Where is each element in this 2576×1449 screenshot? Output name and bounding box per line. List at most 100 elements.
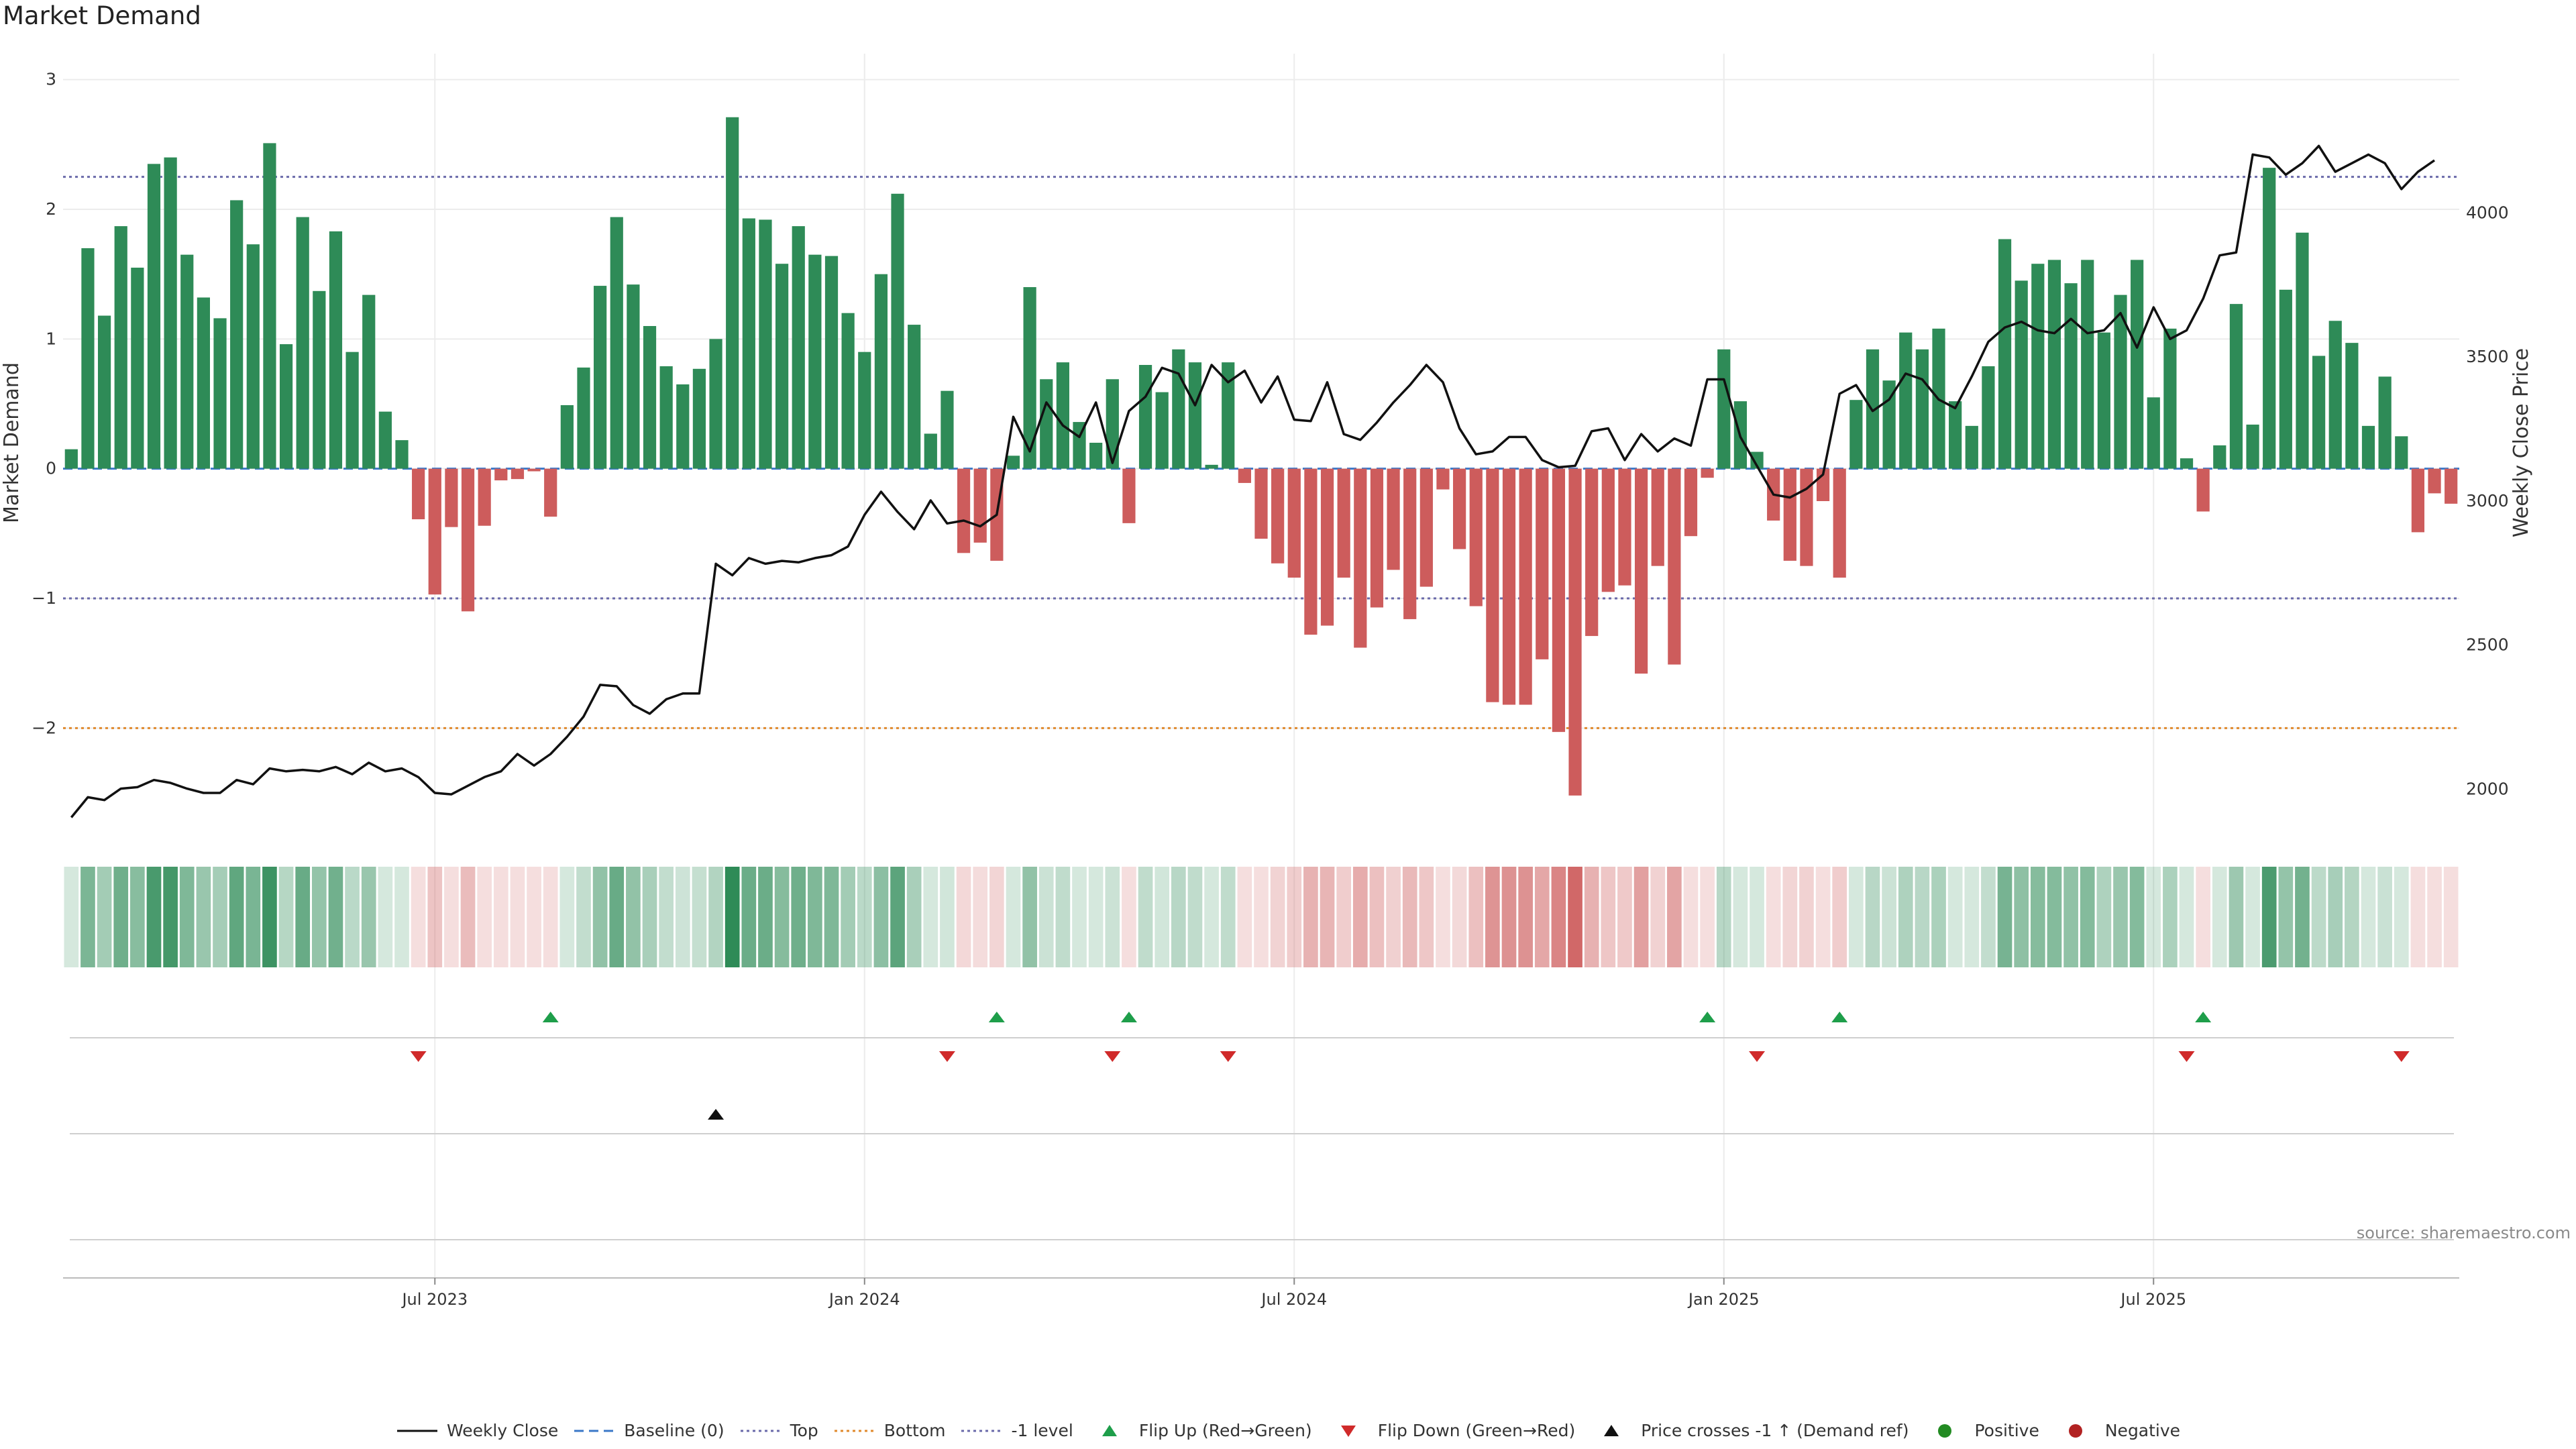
legend-item-positive: Positive xyxy=(1923,1421,2039,1440)
heat-cell xyxy=(1584,867,1599,967)
flip-up-marker xyxy=(1120,1012,1137,1022)
demand-bar xyxy=(1800,468,1813,566)
demand-bar xyxy=(1552,468,1566,733)
y-tick-label: −2 xyxy=(32,718,56,737)
demand-bar xyxy=(1469,468,1483,606)
demand-bar xyxy=(1750,451,1764,469)
demand-bar xyxy=(97,315,111,469)
y-tick-label: 3 xyxy=(46,70,56,89)
demand-bar xyxy=(2345,343,2359,469)
heat-cell xyxy=(2410,867,2426,967)
demand-bar xyxy=(81,248,95,469)
demand-bar xyxy=(2361,425,2375,469)
heat-cell xyxy=(1303,867,1318,967)
heat-cell xyxy=(1865,867,1880,967)
demand-bar xyxy=(2428,468,2441,494)
demand-bar xyxy=(2081,260,2094,469)
heat-cell xyxy=(1997,867,2012,967)
legend-item-weekly-close: Weekly Close xyxy=(396,1421,558,1440)
heat-cell xyxy=(576,867,591,967)
legend-item-negative: Negative xyxy=(2054,1421,2180,1440)
demand-bar xyxy=(1138,365,1152,469)
heat-cell xyxy=(2245,867,2260,967)
demand-bar xyxy=(692,368,706,469)
heat-cell xyxy=(1683,867,1699,967)
demand-bar xyxy=(941,390,954,469)
heat-cell xyxy=(1402,867,1417,967)
demand-bar xyxy=(1172,349,1185,469)
heat-cell xyxy=(444,867,459,967)
heat-cell xyxy=(2212,867,2227,967)
chart-title: Market Demand xyxy=(3,1,201,30)
heat-cell xyxy=(2146,867,2161,967)
demand-bar xyxy=(891,193,904,469)
demand-bar xyxy=(659,366,673,469)
heat-cell xyxy=(2113,867,2128,967)
heat-cell xyxy=(1237,867,1252,967)
legend-label: Baseline (0) xyxy=(624,1421,724,1440)
demand-bar xyxy=(2131,260,2144,469)
heat-cell xyxy=(609,867,625,967)
demand-bar xyxy=(1006,455,1020,469)
legend-item-baseline: Baseline (0) xyxy=(573,1421,724,1440)
demand-bar xyxy=(164,157,177,469)
dashed-line-icon xyxy=(574,1430,615,1432)
demand-bar xyxy=(2378,376,2392,469)
heat-cell xyxy=(1155,867,1170,967)
circle-icon xyxy=(1938,1424,1952,1438)
demand-bar xyxy=(957,468,971,553)
heat-cell xyxy=(741,867,757,967)
demand-bar xyxy=(131,268,144,469)
demand-bar xyxy=(643,326,657,469)
flip-up-marker xyxy=(988,1012,1005,1022)
demand-bar xyxy=(2246,424,2259,469)
demand-bar xyxy=(378,411,392,469)
demand-bar xyxy=(1519,468,1532,705)
triangle-up-icon xyxy=(1102,1424,1117,1436)
demand-bar xyxy=(1833,468,1846,578)
heat-cell xyxy=(64,867,79,967)
heat-cell xyxy=(2427,867,2442,967)
heat-cell xyxy=(1832,867,1847,967)
demand-bar xyxy=(2163,328,2177,469)
heat-cell xyxy=(1650,867,1666,967)
dotted-line-icon xyxy=(834,1430,875,1432)
heat-cell xyxy=(378,867,393,967)
heat-cell xyxy=(1138,867,1153,967)
demand-bar xyxy=(1370,468,1384,608)
heat-cell xyxy=(2261,867,2277,967)
demand-bar xyxy=(461,468,475,612)
demand-bar xyxy=(924,433,937,469)
demand-bar xyxy=(1701,468,1714,478)
flip-up-marker xyxy=(1831,1012,1848,1022)
legend-label: Positive xyxy=(1974,1421,2039,1440)
flip-up-marker xyxy=(1699,1012,1716,1022)
heat-cell xyxy=(774,867,790,967)
demand-bar xyxy=(263,143,276,469)
demand-bar xyxy=(1684,468,1698,537)
demand-bar xyxy=(759,219,772,469)
demand-bar xyxy=(1949,401,1962,469)
heat-cell xyxy=(1287,867,1302,967)
x-tick-label: Jul 2025 xyxy=(2119,1290,2186,1309)
demand-bar xyxy=(1998,239,2012,469)
heat-cell xyxy=(1171,867,1186,967)
demand-bar xyxy=(1965,425,1978,469)
heat-cell xyxy=(146,867,162,967)
demand-bar xyxy=(213,318,227,469)
grid-lines xyxy=(63,54,2459,1278)
heat-cell xyxy=(2328,867,2343,967)
demand-bar xyxy=(296,217,309,469)
triangle-down-icon xyxy=(1340,1425,1356,1437)
legend: Weekly Close Baseline (0) Top Bottom -1 … xyxy=(0,1421,2576,1440)
heat-cell xyxy=(1501,867,1517,967)
y-tick-label: 2 xyxy=(46,199,56,219)
heat-cell xyxy=(97,867,112,967)
demand-bar xyxy=(1536,468,1549,659)
x-axis: Jul 2023 Jan 2024 Jul 2024 Jan 2025 Jul 2025 xyxy=(63,1277,2459,1309)
y2-axis-label: Weekly Close Price xyxy=(2510,348,2533,537)
demand-bar xyxy=(792,226,805,469)
demand-bar xyxy=(1982,366,1995,469)
demand-bar xyxy=(1403,468,1417,619)
